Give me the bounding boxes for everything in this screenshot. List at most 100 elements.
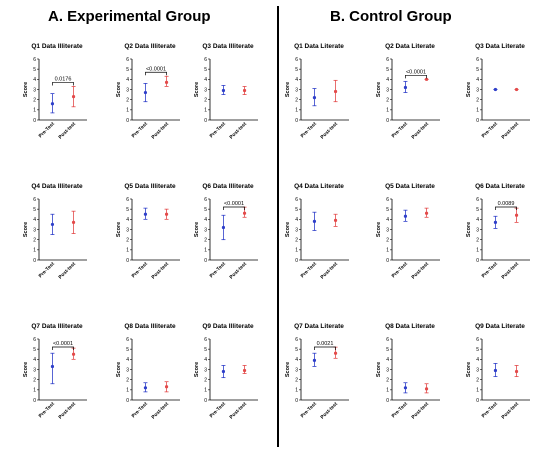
- panel-title: Q2 Data Illiterate: [124, 43, 176, 50]
- y-tick-label: 0: [126, 398, 129, 404]
- y-tick-label: 4: [126, 357, 129, 363]
- y-tick-label: 1: [33, 388, 36, 394]
- y-tick-label: 6: [295, 337, 298, 343]
- y-tick-label: 4: [126, 77, 129, 83]
- panel-3: Q3 Data Illiterate Score 0 1 2 3 4 5 6 Pre-Test Po…: [194, 43, 258, 141]
- p-value-label: <0.0001: [53, 341, 73, 347]
- y-tick-label: 6: [126, 57, 129, 63]
- y-tick-label: 1: [33, 108, 36, 114]
- post-test-mean-point: [71, 220, 76, 224]
- y-axis-label: Score: [194, 362, 200, 377]
- y-axis-label: Score: [116, 222, 122, 237]
- pre-test-mean-point: [50, 102, 55, 106]
- y-tick-label: 5: [33, 67, 36, 73]
- panel-title: Q4 Data Illiterate: [31, 183, 83, 190]
- x-tick-label: Pre-Test: [209, 401, 227, 419]
- y-axis-label: Score: [285, 362, 291, 377]
- x-tick-label: Pre-Test: [300, 261, 318, 279]
- y-tick-label: 4: [386, 357, 389, 363]
- post-test-mean-point: [71, 352, 76, 356]
- panel-17: Q8 Data Literate Score 0 1 2 3 4 5 6 Pre-Test Post…: [376, 323, 440, 421]
- y-axis-label: Score: [285, 82, 291, 97]
- x-tick-label: Pre-Test: [300, 121, 318, 139]
- y-tick-label: 1: [126, 108, 129, 114]
- y-tick-label: 1: [295, 108, 298, 114]
- y-tick-label: 0: [295, 118, 298, 124]
- x-tick-label: Post-test: [229, 121, 249, 141]
- x-tick-label: Pre-Test: [209, 121, 227, 139]
- pre-test-mean-point: [50, 222, 55, 227]
- y-tick-label: 4: [33, 357, 36, 363]
- y-tick-label: 3: [476, 367, 479, 373]
- panel-10: Q4 Data Literate Score 0 1 2 3 4 5 6 Pre-Test Post…: [285, 183, 349, 281]
- y-tick-label: 3: [295, 367, 298, 373]
- y-axis-label: Score: [23, 222, 29, 237]
- y-tick-label: 3: [204, 367, 207, 373]
- y-tick-label: 4: [33, 217, 36, 223]
- x-tick-label: Pre-Test: [38, 401, 56, 419]
- y-axis-label: Score: [466, 362, 472, 377]
- y-tick-label: 2: [126, 377, 129, 383]
- x-tick-label: Pre-Test: [391, 261, 409, 279]
- y-tick-label: 2: [295, 97, 298, 103]
- post-test-mean-point: [333, 89, 338, 94]
- y-tick-label: 3: [295, 87, 298, 93]
- panel-title: Q1 Data Illiterate: [31, 43, 83, 50]
- panel-5: Q2 Data Literate Score 0 1 2 3 4 5 6 Pre-Test Post…: [376, 43, 440, 141]
- post-test-mean-point: [164, 212, 169, 216]
- post-test-mean-point: [424, 211, 429, 215]
- x-tick-label: Pre-Test: [131, 261, 149, 279]
- y-tick-label: 1: [204, 388, 207, 394]
- y-tick-label: 0: [126, 258, 129, 264]
- significance-bracket: [52, 346, 74, 350]
- y-tick-label: 0: [126, 118, 129, 124]
- y-tick-label: 4: [295, 77, 298, 83]
- y-axis-label: Score: [376, 222, 382, 237]
- y-tick-label: 5: [126, 347, 129, 353]
- experimental-group-title: A. Experimental Group: [48, 8, 211, 25]
- post-test-mean-point: [333, 218, 338, 222]
- y-tick-label: 5: [295, 347, 298, 353]
- y-tick-label: 0: [386, 118, 389, 124]
- y-tick-label: 4: [204, 217, 207, 223]
- y-tick-label: 5: [295, 207, 298, 213]
- x-tick-label: Post-test: [151, 121, 171, 141]
- x-tick-label: Post-test: [58, 401, 78, 421]
- y-tick-label: 0: [33, 258, 36, 264]
- x-tick-label: Post-test: [229, 401, 249, 421]
- y-tick-label: 6: [204, 337, 207, 343]
- panel-title: Q5 Data Literate: [385, 183, 435, 190]
- y-tick-label: 2: [204, 237, 207, 243]
- y-tick-label: 6: [33, 197, 36, 203]
- y-tick-label: 1: [204, 248, 207, 254]
- x-tick-label: Post-test: [320, 261, 340, 281]
- x-tick-label: Post-test: [411, 121, 431, 141]
- y-tick-label: 2: [476, 97, 479, 103]
- significance-bracket: [495, 206, 517, 210]
- pre-test-mean-point: [403, 386, 408, 390]
- y-tick-label: 6: [295, 197, 298, 203]
- p-value-label: <0.0001: [224, 201, 244, 207]
- y-tick-label: 6: [476, 57, 479, 63]
- y-tick-label: 5: [386, 347, 389, 353]
- y-tick-label: 2: [126, 97, 129, 103]
- panel-title: Q4 Data Literate: [294, 183, 344, 190]
- panel-title: Q6 Data Illiterate: [202, 183, 254, 190]
- y-tick-label: 3: [126, 87, 129, 93]
- y-axis-label: Score: [116, 82, 122, 97]
- pre-test-mean-point: [143, 90, 148, 95]
- post-test-mean-point: [514, 213, 519, 217]
- y-tick-label: 2: [476, 237, 479, 243]
- y-tick-label: 0: [33, 398, 36, 404]
- pre-test-mean-point: [143, 386, 148, 390]
- x-tick-label: Post-test: [151, 261, 171, 281]
- y-tick-label: 5: [476, 347, 479, 353]
- x-tick-label: Pre-Test: [391, 401, 409, 419]
- panel-title: Q1 Data Literate: [294, 43, 344, 50]
- panel-7: Q4 Data Illiterate Score 0 1 2 3 4 5 6 Pre-Test Po…: [23, 183, 87, 281]
- x-tick-label: Pre-Test: [481, 401, 499, 419]
- post-test-mean-point: [242, 211, 247, 215]
- y-tick-label: 2: [33, 237, 36, 243]
- y-tick-label: 4: [476, 357, 479, 363]
- y-tick-label: 6: [126, 337, 129, 343]
